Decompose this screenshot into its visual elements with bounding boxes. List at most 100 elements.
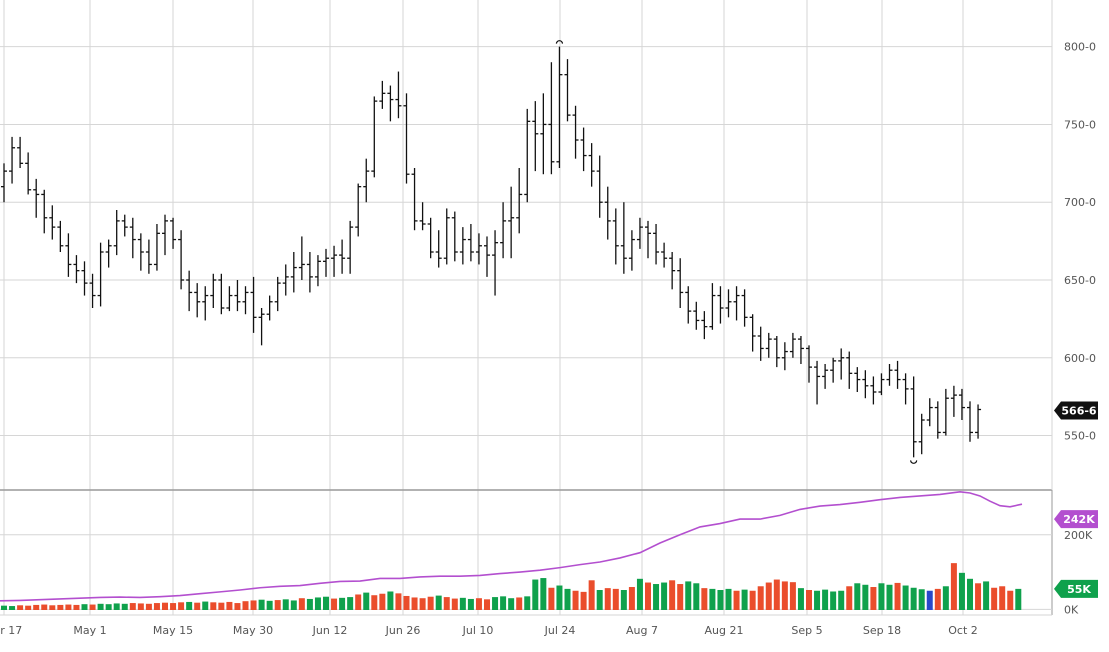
volume-bar bbox=[137, 603, 144, 610]
x-tick-label: May 30 bbox=[233, 624, 273, 637]
ohlc-bar bbox=[645, 220, 651, 259]
volume-bar bbox=[532, 579, 539, 610]
ohlc-bar bbox=[347, 220, 354, 274]
volume-bar bbox=[822, 589, 829, 610]
ohlc-bar bbox=[564, 59, 571, 122]
ohlc-bar bbox=[210, 273, 217, 308]
volume-bar bbox=[274, 600, 281, 610]
volume-bar bbox=[580, 591, 587, 610]
volume-bar bbox=[524, 596, 531, 610]
ohlc-bar bbox=[459, 227, 466, 265]
ohlc-bar bbox=[532, 101, 539, 172]
volume-bar bbox=[500, 596, 507, 610]
volume-bar bbox=[290, 600, 297, 610]
volume-average-line bbox=[0, 491, 1023, 602]
volume-bar bbox=[797, 588, 804, 610]
volume-bar bbox=[612, 588, 619, 610]
ohlc-bar bbox=[822, 364, 829, 389]
volume-bar bbox=[395, 593, 402, 610]
volume-bar bbox=[226, 601, 233, 610]
volume-bar bbox=[121, 603, 128, 610]
ohlc-bar bbox=[484, 236, 490, 277]
volume-bar bbox=[548, 587, 555, 610]
volume-bar bbox=[669, 580, 676, 610]
volume-bar bbox=[379, 593, 386, 610]
ohlc-bar bbox=[604, 186, 611, 240]
volume-bar bbox=[604, 588, 611, 610]
ohlc-bar bbox=[789, 332, 796, 358]
ohlc-bar bbox=[145, 239, 152, 274]
volume-last-badge-shape bbox=[1054, 579, 1098, 598]
volume-bar bbox=[306, 598, 313, 610]
ohlc-bar bbox=[331, 245, 338, 277]
volume-bar bbox=[41, 604, 48, 610]
ohlc-bar bbox=[363, 158, 370, 203]
volume-bar bbox=[516, 597, 523, 610]
volume-bar bbox=[661, 582, 668, 610]
volume-bar bbox=[49, 605, 56, 610]
volume-bar bbox=[170, 603, 177, 610]
ohlc-bar bbox=[733, 286, 740, 321]
ohlc-bar bbox=[669, 252, 676, 290]
volume-bar bbox=[475, 598, 482, 610]
x-tick-label: Sep 5 bbox=[791, 624, 822, 637]
volume-bar bbox=[411, 597, 418, 610]
y-tick-label: 650-0 bbox=[1064, 274, 1096, 287]
ohlc-bar bbox=[749, 314, 756, 352]
ohlc-bar bbox=[781, 342, 788, 371]
volume-bar bbox=[838, 590, 845, 610]
low-marker bbox=[910, 460, 918, 464]
volume-bar bbox=[628, 587, 635, 610]
ohlc-bar bbox=[967, 401, 973, 442]
ohlc-bar bbox=[121, 214, 128, 237]
ohlc-bar bbox=[757, 326, 764, 361]
ohlc-bar bbox=[773, 336, 780, 368]
volume-bar bbox=[298, 598, 305, 610]
ohlc-bar bbox=[105, 239, 112, 268]
volume-bar bbox=[242, 601, 249, 610]
volume-bar bbox=[459, 597, 466, 610]
volume-bar bbox=[765, 582, 772, 610]
ohlc-bar bbox=[323, 248, 329, 277]
grid bbox=[0, 0, 1053, 616]
volume-bar bbox=[926, 590, 933, 610]
volume-bar bbox=[975, 583, 982, 610]
volume-bar bbox=[492, 597, 499, 610]
volume-bar bbox=[685, 581, 692, 610]
volume-bar bbox=[435, 595, 442, 610]
volume-bar bbox=[596, 590, 603, 610]
volume-bar bbox=[443, 597, 450, 610]
ohlc-bar bbox=[25, 152, 32, 195]
ohlc-bar bbox=[894, 360, 901, 389]
volume-bar bbox=[178, 602, 185, 610]
volume-bar bbox=[339, 597, 346, 610]
ohlc-bar bbox=[572, 105, 579, 159]
volume-bar bbox=[17, 605, 24, 610]
volume-bar bbox=[210, 602, 217, 610]
volume-bar bbox=[73, 604, 80, 610]
volume-bar bbox=[105, 604, 112, 610]
ohlc-bar bbox=[958, 388, 965, 420]
ohlc-bar bbox=[701, 311, 708, 340]
x-tick-label: May 1 bbox=[73, 624, 106, 637]
volume-bar bbox=[153, 603, 160, 610]
x-tick-label: Apr 17 bbox=[0, 624, 22, 637]
x-tick-label: Jun 12 bbox=[312, 624, 348, 637]
volume-bar bbox=[636, 578, 643, 610]
volume-average-badge: 242K bbox=[1054, 510, 1098, 529]
ohlc-bar bbox=[339, 239, 346, 274]
volume-bar bbox=[653, 584, 660, 610]
volume-bar bbox=[194, 602, 201, 610]
volume-bar bbox=[266, 600, 273, 610]
x-tick-label: Aug 7 bbox=[626, 624, 658, 637]
ohlc-bar bbox=[580, 127, 587, 172]
ohlc-bar bbox=[137, 233, 144, 271]
volume-bar bbox=[363, 592, 370, 610]
ohlc-bar bbox=[838, 348, 845, 380]
y-tick-label: 800-0 bbox=[1064, 41, 1096, 54]
ohlc-bar bbox=[717, 286, 724, 324]
volume-bar bbox=[258, 599, 265, 610]
ohlc-bar bbox=[242, 286, 249, 315]
x-tick-label: Aug 21 bbox=[705, 624, 744, 637]
